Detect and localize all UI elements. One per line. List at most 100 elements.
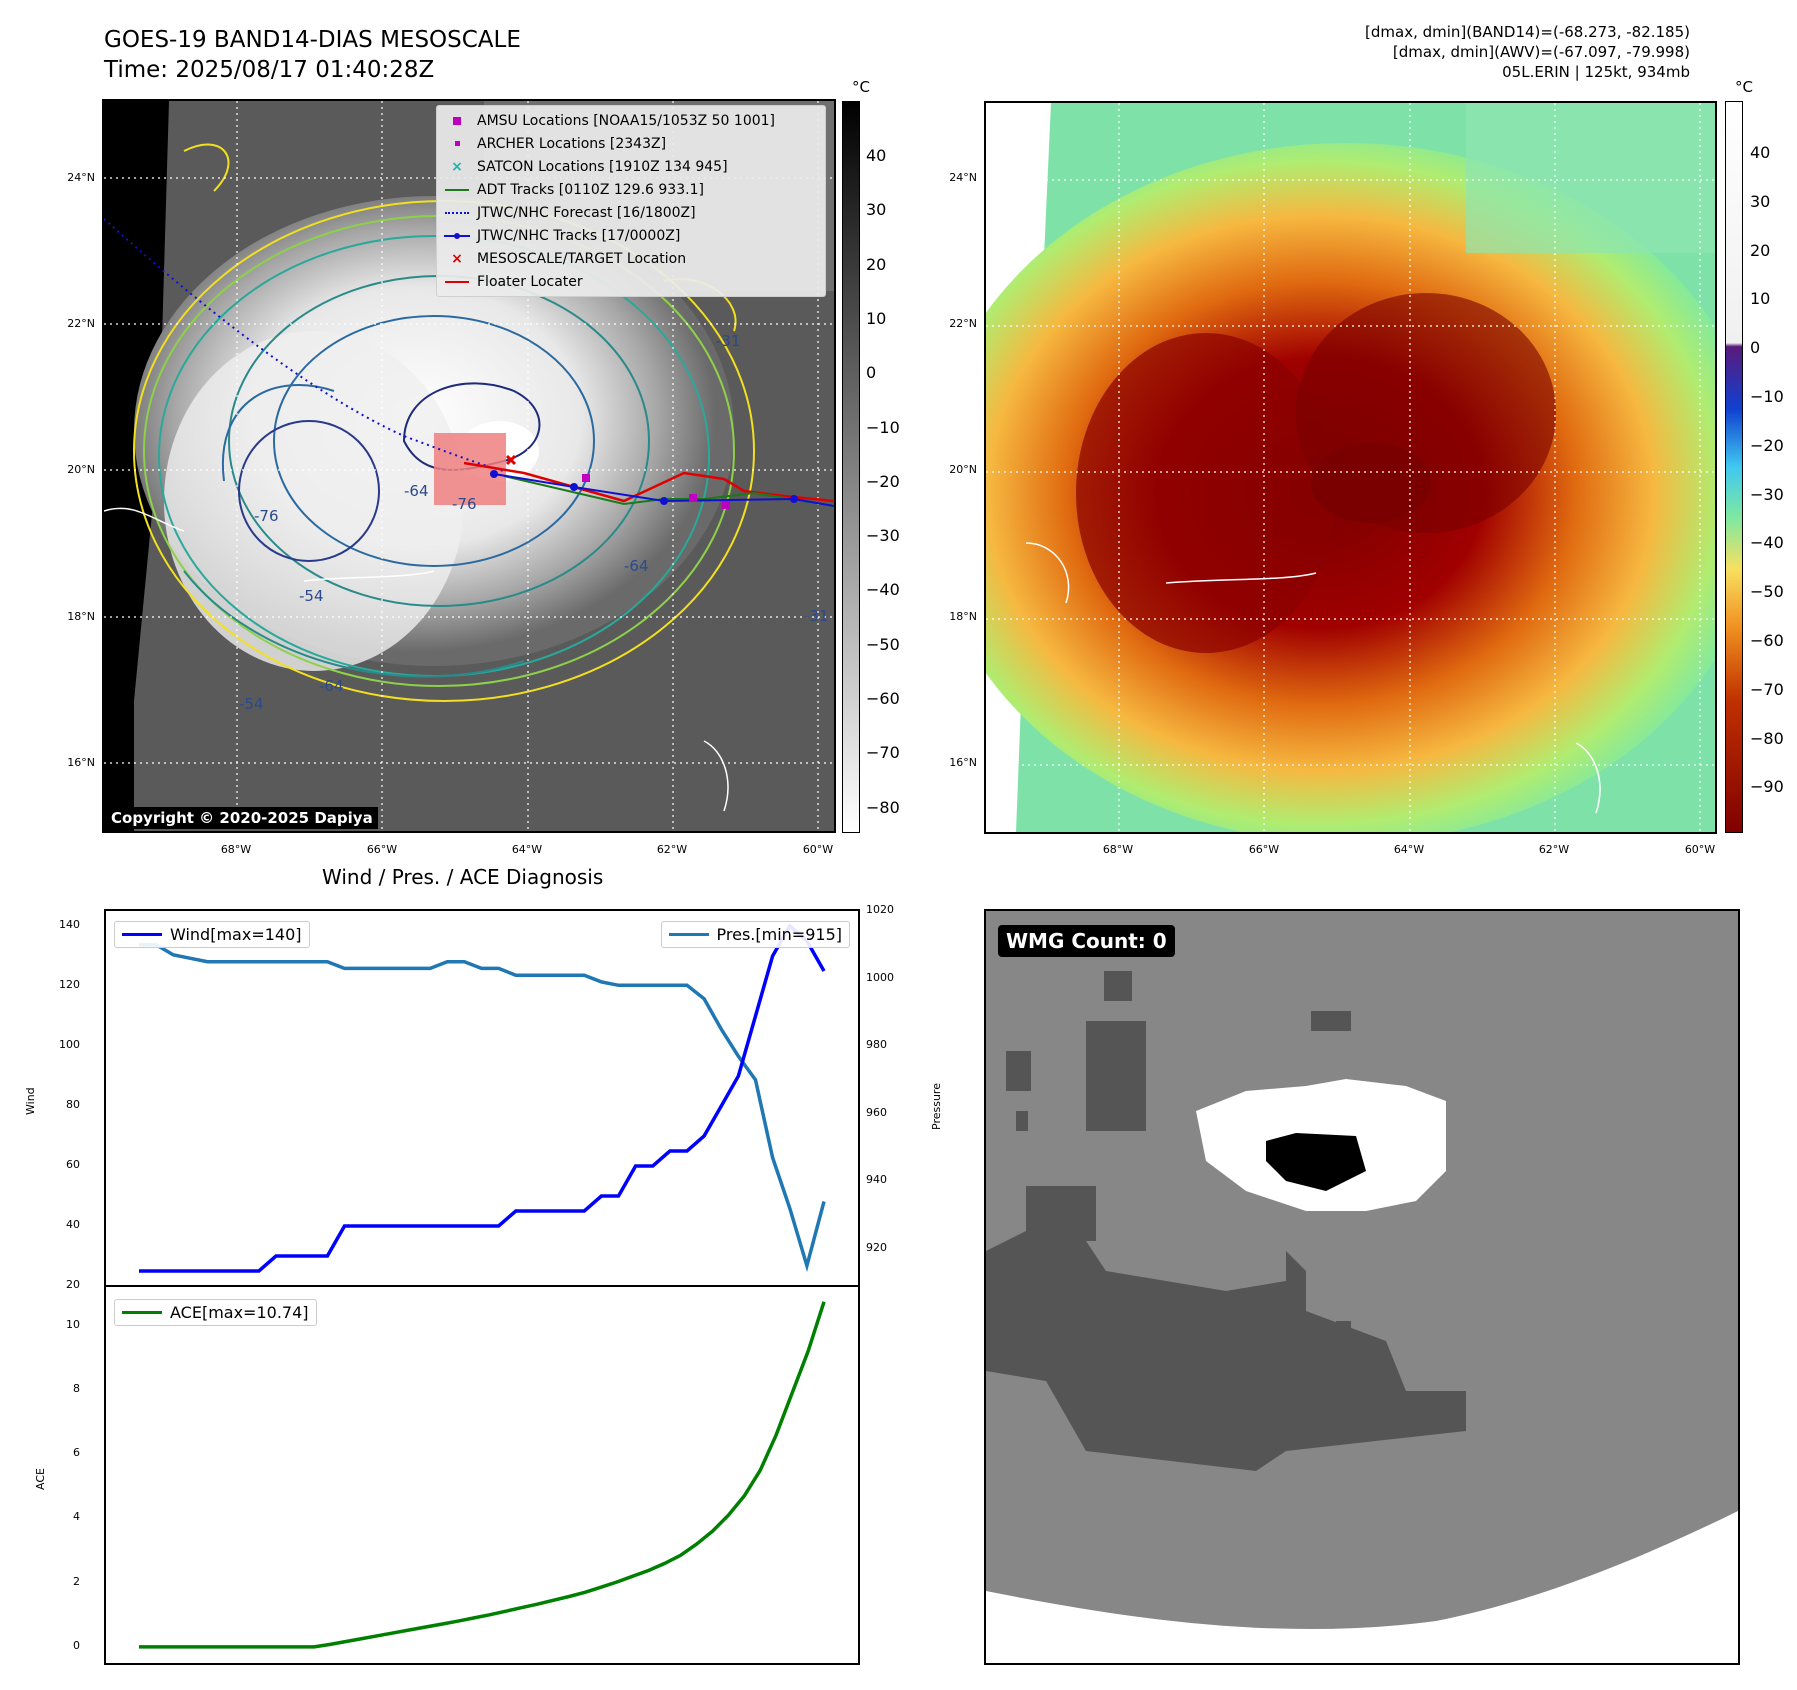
awv-map-svg xyxy=(986,103,1715,832)
ace-chart: ACE[max=10.74] xyxy=(104,1285,860,1665)
wmg-svg xyxy=(986,971,1738,1663)
wmg-count-badge: WMG Count: 0 xyxy=(998,925,1175,957)
axis-tick-label: −50 xyxy=(1750,582,1784,602)
axis-tick-label: 0 xyxy=(866,363,877,383)
axis-tick-label: 30 xyxy=(866,200,887,220)
axis-tick-label: 40 xyxy=(866,146,887,165)
axis-tick-label: −80 xyxy=(866,797,900,817)
axis-tick-label: 100 xyxy=(59,1038,80,1051)
line-marker-icon xyxy=(437,188,477,191)
contour-label: -76 xyxy=(254,507,279,525)
legend-item: AMSU Locations [NOAA15/1053Z 50 1001] xyxy=(437,109,825,132)
legend-item: JTWC/NHC Forecast [16/1800Z] xyxy=(437,201,825,224)
info-block: [dmax, dmin](BAND14)=(-68.273, -82.185) … xyxy=(1365,22,1690,82)
line-marker-icon xyxy=(437,280,477,283)
legend-item: Floater Locater xyxy=(437,270,825,293)
axis-tick-label: 20°N xyxy=(67,463,95,476)
axis-tick-label: 60 xyxy=(66,1158,80,1171)
dotted-line-icon xyxy=(437,211,477,214)
ace-series-line xyxy=(139,1301,826,1649)
axis-tick-label: 40 xyxy=(1750,143,1771,162)
axis-tick-label: 30 xyxy=(1750,191,1771,211)
axis-tick-label: 10 xyxy=(1750,289,1771,309)
axis-tick-label: 8 xyxy=(73,1381,80,1395)
axis-tick-label: 10 xyxy=(866,308,887,328)
wind-axis-label: Wind xyxy=(24,1087,37,1115)
axis-tick-label: −70 xyxy=(866,743,900,763)
axis-tick-label: 1000 xyxy=(866,970,894,984)
axis-tick-label: 16°N xyxy=(67,756,95,769)
pressure-line-icon xyxy=(668,933,709,936)
line-dot-icon xyxy=(437,232,477,240)
x-marker-icon: × xyxy=(451,158,463,175)
copyright-label: Copyright © 2020-2025 Dapiya xyxy=(106,807,378,829)
pressure-axis-label: Pressure xyxy=(930,1083,943,1130)
axis-tick-label: 18°N xyxy=(67,610,95,623)
axis-tick-label: −40 xyxy=(866,580,900,600)
contour-label: -64 xyxy=(624,557,649,575)
contour-label: -64 xyxy=(404,482,429,500)
axis-tick-label: 22°N xyxy=(67,317,95,330)
wind-line-icon xyxy=(122,933,162,936)
figure-title: GOES-19 BAND14-DIAS MESOSCALE xyxy=(104,27,521,53)
contour-label: -31 xyxy=(804,607,829,625)
axis-tick-label: 66°W xyxy=(366,843,398,856)
axis-tick-label: 64°W xyxy=(1393,843,1425,856)
axis-tick-label: 0 xyxy=(1750,338,1761,358)
axis-tick-label: 20°N xyxy=(949,463,977,476)
axis-tick-label: 18°N xyxy=(949,610,977,623)
axis-tick-label: 920 xyxy=(866,1240,887,1254)
legend-item: JTWC/NHC Tracks [17/0000Z] xyxy=(437,224,825,247)
axis-tick-label: 6 xyxy=(73,1446,80,1460)
chart-title: Wind / Pres. / ACE Diagnosis xyxy=(322,865,604,889)
legend-item: × SATCON Locations [1910Z 134 945] xyxy=(437,155,825,178)
colorbar-unit-2: °C xyxy=(1735,78,1753,96)
axis-tick-label: −30 xyxy=(1750,484,1784,504)
axis-tick-label: 960 xyxy=(866,1105,887,1119)
axis-tick-label: 1020 xyxy=(866,903,894,916)
wind-series-line xyxy=(139,923,826,1273)
map-legend: AMSU Locations [NOAA15/1053Z 50 1001] AR… xyxy=(436,105,826,297)
ace-svg xyxy=(139,1301,826,1649)
axis-tick-label: −60 xyxy=(1750,631,1784,650)
square-marker-icon xyxy=(437,141,477,146)
axis-tick-label: 62°W xyxy=(1538,843,1570,856)
axis-tick-label: −10 xyxy=(866,417,900,437)
axis-tick-label: 80 xyxy=(66,1098,80,1111)
axis-tick-label: 20 xyxy=(66,1278,80,1291)
axis-tick-label: 40 xyxy=(66,1218,80,1231)
axis-tick-label: 62°W xyxy=(656,843,688,856)
wmg-panel: WMG Count: 0 xyxy=(984,909,1740,1665)
axis-tick-label: 2 xyxy=(73,1574,80,1588)
axis-tick-label: 16°N xyxy=(949,756,977,769)
axis-tick-label: 120 xyxy=(59,978,80,991)
figure-time: Time: 2025/08/17 01:40:28Z xyxy=(104,57,435,83)
axis-tick-label: 24°N xyxy=(949,171,977,184)
axis-tick-label: −20 xyxy=(866,471,900,491)
axis-tick-label: 940 xyxy=(866,1173,887,1187)
legend-item: × MESOSCALE/TARGET Location xyxy=(437,247,825,270)
info-awv: [dmax, dmin](AWV)=(-67.097, -79.998) xyxy=(1392,43,1690,61)
info-storm: 05L.ERIN | 125kt, 934mb xyxy=(1502,63,1690,81)
square-marker-icon xyxy=(437,116,477,125)
axis-tick-label: 140 xyxy=(59,918,80,931)
ace-axis-label: ACE xyxy=(34,1468,47,1490)
contour-label: -54 xyxy=(239,695,264,713)
axis-tick-label: 20 xyxy=(1750,240,1771,260)
colorbar-grayscale xyxy=(842,101,860,833)
contour-label: -76 xyxy=(452,495,477,513)
axis-tick-label: 66°W xyxy=(1248,843,1280,856)
contour-label: -31 xyxy=(716,332,741,350)
axis-tick-label: 22°N xyxy=(949,317,977,330)
axis-tick-label: 980 xyxy=(866,1038,887,1052)
contour-label: -64 xyxy=(319,677,344,695)
axis-tick-label: −20 xyxy=(1750,435,1784,455)
axis-tick-label: −90 xyxy=(1750,777,1784,797)
legend-item: ARCHER Locations [2343Z] xyxy=(437,132,825,155)
axis-tick-label: 60°W xyxy=(1684,843,1716,856)
colorbar-unit-1: °C xyxy=(852,78,870,96)
axis-tick-label: −10 xyxy=(1750,387,1784,406)
axis-tick-label: 68°W xyxy=(1102,843,1134,856)
axis-tick-label: 60°W xyxy=(802,843,834,856)
axis-tick-label: 64°W xyxy=(511,843,543,856)
